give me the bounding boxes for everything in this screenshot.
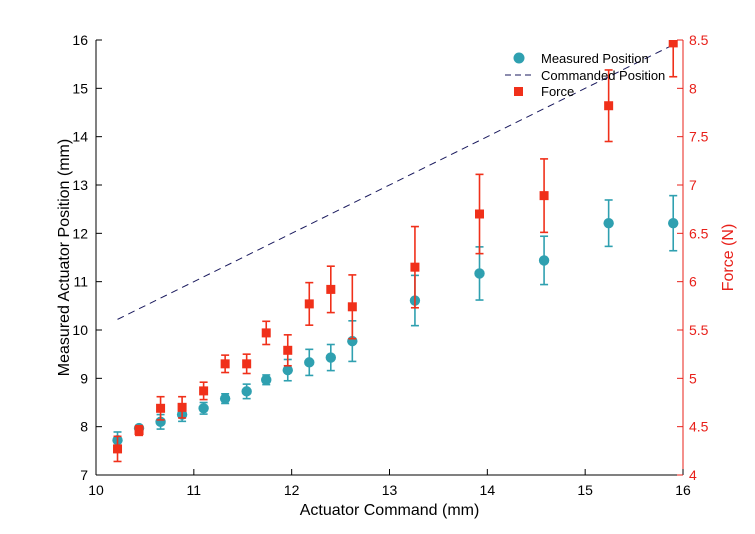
position-point-14 [538, 255, 550, 266]
x-tick-label-2: 12 [284, 482, 300, 498]
x-tick-label-4: 14 [480, 482, 496, 498]
force-point-14 [539, 191, 549, 201]
y-tick-label-9: 16 [72, 32, 88, 48]
position-point-10 [325, 352, 336, 363]
force-point-4 [199, 386, 209, 396]
y-axis-label: Measured Actuator Position (mm) [56, 139, 73, 376]
force-point-11 [347, 302, 357, 312]
y2-tick-label-2: 5 [689, 370, 697, 386]
position-point-6 [241, 386, 252, 397]
y2-tick-label-0: 4 [689, 467, 697, 483]
y-tick-label-4: 11 [73, 274, 88, 290]
y-tick-label-3: 10 [72, 322, 88, 338]
force-point-12 [410, 262, 420, 272]
force-point-6 [242, 359, 252, 369]
x-tick-label-1: 11 [187, 482, 202, 498]
y2-axis-label: Force (N) [720, 224, 737, 292]
position-point-8 [282, 364, 293, 376]
commanded-position-line [117, 44, 674, 320]
legend-marker-force [514, 87, 523, 96]
force-point-13 [475, 209, 485, 219]
x-tick-label-3: 13 [382, 482, 398, 498]
legend-marker-measured-position [513, 52, 525, 64]
legend-label-measured-position: Measured Position [541, 51, 649, 66]
y2-tick-label-3: 5.5 [689, 322, 709, 338]
plot-area [96, 40, 683, 475]
position-point-4 [198, 403, 209, 414]
force-point-10 [326, 284, 336, 294]
force-point-3 [177, 402, 187, 412]
position-point-9 [304, 357, 315, 368]
position-point-5 [219, 393, 231, 404]
position-point-16 [668, 217, 679, 229]
position-point-15 [603, 217, 614, 229]
force-point-1 [134, 426, 144, 436]
legend: Measured Position Commanded Position For… [505, 51, 665, 99]
y-tick-label-0: 7 [80, 467, 88, 483]
x-tick-label-6: 16 [675, 482, 691, 498]
force-point-5 [220, 359, 230, 369]
force-point-0 [113, 444, 123, 454]
force-point-16 [668, 40, 678, 48]
legend-label-force: Force [541, 84, 574, 99]
position-point-13 [474, 268, 485, 279]
y2-tick-label-6: 7 [689, 177, 697, 193]
y2-tick-label-7: 7.5 [689, 129, 709, 145]
y2-tick-label-8: 8 [689, 80, 697, 96]
force-point-15 [604, 101, 614, 111]
force-point-8 [283, 345, 293, 355]
legend-label-commanded-position: Commanded Position [541, 68, 665, 83]
y2-tick-label-9: 8.5 [689, 32, 709, 48]
x-tick-label-5: 15 [577, 482, 593, 498]
y-tick-label-8: 15 [72, 80, 88, 96]
x-tick-label-0: 10 [88, 482, 104, 498]
y-tick-label-6: 13 [72, 177, 88, 193]
y2-tick-label-5: 6.5 [689, 225, 709, 241]
y-tick-label-7: 14 [72, 129, 88, 145]
y-tick-label-1: 8 [80, 419, 88, 435]
force-point-2 [156, 403, 166, 413]
x-axis-label: Actuator Command (mm) [300, 502, 480, 519]
force-point-9 [304, 299, 314, 309]
y-tick-label-5: 12 [72, 225, 88, 241]
force-point-7 [261, 328, 271, 338]
position-point-7 [261, 374, 272, 385]
y-tick-label-2: 9 [80, 370, 88, 386]
y2-tick-label-1: 4.5 [689, 419, 709, 435]
y2-tick-label-4: 6 [689, 274, 697, 290]
